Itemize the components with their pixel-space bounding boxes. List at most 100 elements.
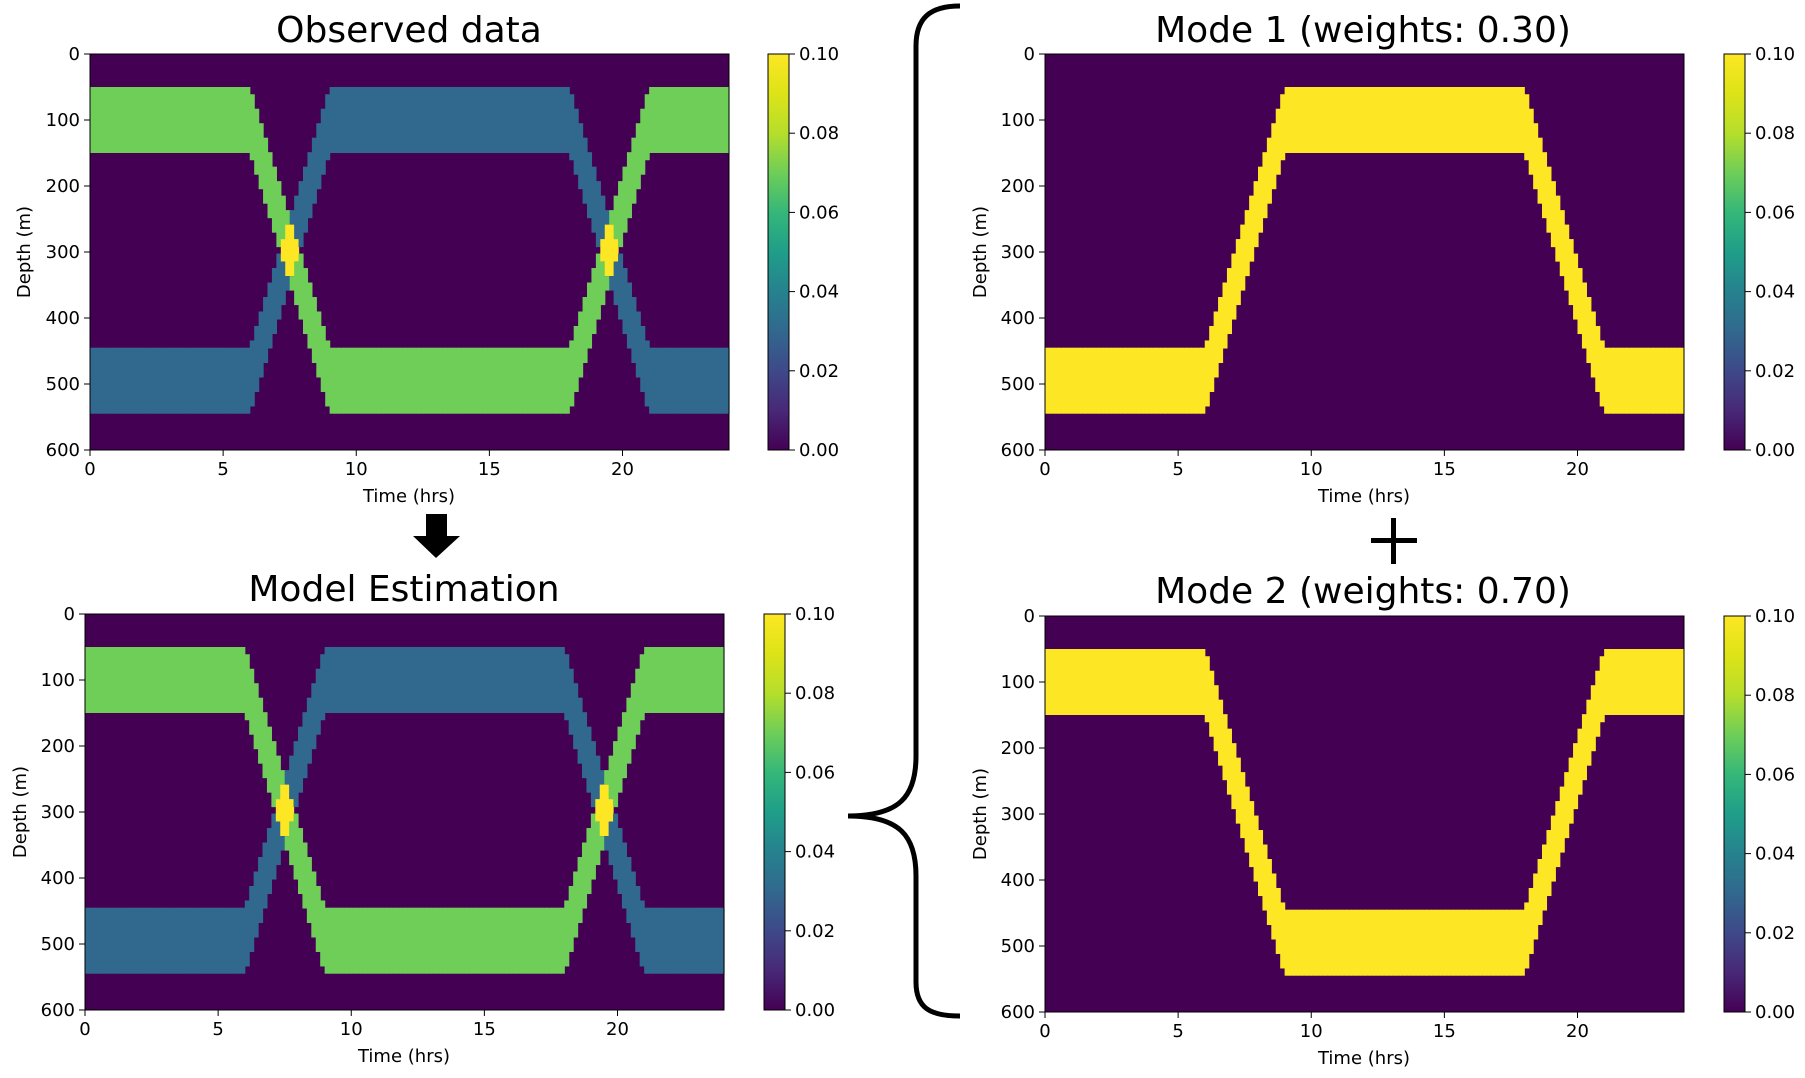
heatmap-cell xyxy=(1581,282,1587,349)
heatmap-cell xyxy=(506,907,512,974)
y-tick-label: 0 xyxy=(1024,606,1035,627)
heatmap-cell xyxy=(1382,909,1388,976)
heatmap-cell xyxy=(1635,649,1641,715)
heatmap-cell xyxy=(294,239,300,262)
heatmap-cell xyxy=(133,647,139,713)
heatmap-cell xyxy=(1231,253,1237,320)
heatmap-cell xyxy=(315,668,321,735)
heatmap-cell xyxy=(515,907,521,974)
heatmap-cell xyxy=(453,907,459,974)
heatmap-cell xyxy=(1657,649,1663,715)
heatmap-cell xyxy=(263,297,269,364)
heatmap-cell xyxy=(1098,649,1104,715)
heatmap-cell xyxy=(378,347,384,414)
heatmap-cell xyxy=(604,836,610,851)
heatmap-cell xyxy=(1448,87,1454,153)
heatmap-cell xyxy=(289,276,295,291)
x-tick-label: 10 xyxy=(345,459,368,480)
heatmap-cell xyxy=(1360,87,1366,153)
heatmap-cell xyxy=(1302,87,1308,153)
heatmap-cell xyxy=(1546,830,1552,897)
heatmap-cell xyxy=(1675,649,1681,715)
heatmap-cell xyxy=(417,647,423,713)
heatmap-cell xyxy=(156,347,162,414)
heatmap-cell xyxy=(1200,347,1206,414)
heatmap-cell xyxy=(164,647,170,713)
x-tick-label: 5 xyxy=(1172,459,1183,480)
heatmap-cell xyxy=(1652,347,1658,414)
heatmap-cell xyxy=(373,647,379,713)
colorbar-tick-label: 0.06 xyxy=(795,762,835,783)
heatmap-cell xyxy=(613,261,619,306)
heatmap-cell xyxy=(1173,347,1179,414)
heatmap-cell xyxy=(284,836,290,851)
heatmap-cell xyxy=(1555,195,1561,262)
heatmap-cell xyxy=(1621,347,1627,414)
heatmap-cell xyxy=(519,647,525,713)
heatmap-cell xyxy=(214,347,220,414)
heatmap-cell xyxy=(488,647,494,713)
heatmap-mode2 xyxy=(1045,616,1685,1012)
heatmap-cell xyxy=(1124,347,1130,414)
heatmap-cell xyxy=(702,87,708,153)
heatmap-cell xyxy=(400,647,406,713)
heatmap-cell xyxy=(245,347,251,414)
heatmap-cell xyxy=(1364,87,1370,153)
heatmap-cell xyxy=(347,347,353,414)
heatmap-cell xyxy=(1346,909,1352,976)
heatmap-cell xyxy=(187,647,193,713)
heatmap-cell xyxy=(688,647,694,713)
panel-mode1: Mode 1 (weights: 0.30) 0 5 10 15 20 0 100 200 3… xyxy=(970,10,1795,507)
heatmap-cell xyxy=(116,647,122,713)
heatmap-cell xyxy=(706,347,712,414)
heatmap-cell xyxy=(1200,649,1206,715)
colorbar xyxy=(763,613,786,1011)
heatmap-cell xyxy=(457,907,463,974)
heatmap-cell xyxy=(480,347,486,414)
heatmap-cell xyxy=(1604,347,1610,414)
heatmap-cell xyxy=(391,647,397,713)
heatmap-cell xyxy=(1639,347,1645,414)
heatmap-cell xyxy=(231,907,237,974)
heatmap-cell xyxy=(680,347,686,414)
heatmap-cell xyxy=(342,87,348,153)
heatmap-cell xyxy=(550,907,556,974)
heatmap-cell xyxy=(1151,347,1157,414)
heatmap-cell xyxy=(302,712,308,779)
heatmap-cell xyxy=(1431,909,1437,976)
heatmap-cell xyxy=(1213,685,1219,752)
heatmap-cell xyxy=(192,87,198,153)
heatmap-cell xyxy=(1213,311,1219,378)
heatmap-cell xyxy=(1311,87,1317,153)
heatmap-cell xyxy=(595,253,601,320)
heatmap-cell xyxy=(236,87,242,153)
heatmap-cell xyxy=(1244,786,1250,853)
heatmap-cell xyxy=(493,347,499,414)
heatmap-cell xyxy=(342,647,348,713)
heatmap-cell xyxy=(244,900,250,967)
heatmap-cell xyxy=(213,647,219,713)
heatmap-cell xyxy=(564,900,570,967)
colorbar-tick-label: 0.02 xyxy=(1755,923,1795,944)
colorbar-tick-label: 0.08 xyxy=(1755,123,1795,144)
colorbar-tick-label: 0.10 xyxy=(799,44,839,65)
heatmap-cell xyxy=(1191,347,1197,414)
heatmap-cell xyxy=(462,647,468,713)
heatmap-cell xyxy=(1133,347,1139,414)
heatmap-cell xyxy=(516,347,522,414)
heatmap-cell xyxy=(582,842,588,909)
heatmap-cell xyxy=(280,195,286,240)
heatmap-cell xyxy=(303,268,309,335)
heatmap-cell xyxy=(440,347,446,414)
heatmap-cell xyxy=(1626,649,1632,715)
heatmap-cell xyxy=(1240,224,1246,291)
heatmap-cell xyxy=(551,87,557,153)
heatmap-cell xyxy=(232,87,238,153)
heatmap-cell xyxy=(573,108,579,175)
y-tick-label: 200 xyxy=(46,176,80,197)
heatmap-cell xyxy=(200,347,206,414)
x-tick-label: 15 xyxy=(1433,1021,1456,1042)
heatmap-cell xyxy=(1351,87,1357,153)
panel-model: Model Estimation 0 5 10 15 20 0 100 200 300 400 5… xyxy=(10,569,835,1067)
heatmap-cell xyxy=(1630,649,1636,715)
